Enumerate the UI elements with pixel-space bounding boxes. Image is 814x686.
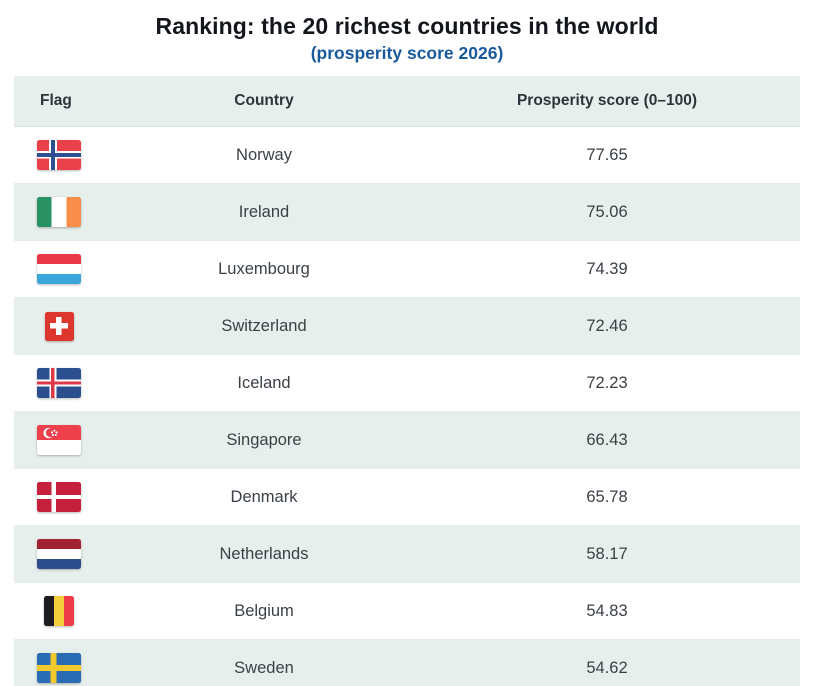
flag-box (37, 425, 81, 455)
singapore-flag-icon (37, 425, 81, 455)
table-row: Denmark 65.78 (14, 468, 800, 526)
flag-cell (14, 297, 114, 355)
flag-box (37, 653, 81, 683)
luxembourg-flag-icon (37, 254, 81, 284)
flag-cell (14, 354, 114, 412)
netherlands-flag-icon (37, 539, 81, 569)
score-cell: 75.06 (414, 183, 800, 241)
score-cell: 54.83 (414, 582, 800, 640)
country-cell: Switzerland (114, 297, 414, 355)
table-row: Iceland 72.23 (14, 354, 800, 412)
country-cell: Belgium (114, 582, 414, 640)
column-header-country: Country (114, 76, 414, 127)
flag-box (37, 311, 81, 341)
score-cell: 72.23 (414, 354, 800, 412)
table-header-row: Flag Country Prosperity score (0–100) (14, 76, 800, 127)
denmark-flag-icon (37, 482, 81, 512)
country-cell: Sweden (114, 639, 414, 686)
ranking-table: Flag Country Prosperity score (0–100) No… (14, 76, 800, 686)
score-cell: 72.46 (414, 297, 800, 355)
flag-cell (14, 639, 114, 686)
flag-box (37, 368, 81, 398)
flag-cell (14, 183, 114, 241)
table-row: Luxembourg 74.39 (14, 240, 800, 298)
score-cell: 66.43 (414, 411, 800, 469)
country-cell: Denmark (114, 468, 414, 526)
table-row: Switzerland 72.46 (14, 297, 800, 355)
flag-box (37, 197, 81, 227)
country-cell: Iceland (114, 354, 414, 412)
flag-box (37, 140, 81, 170)
flag-box (37, 596, 81, 626)
ireland-flag-icon (37, 197, 81, 227)
country-cell: Netherlands (114, 525, 414, 583)
page-title: Ranking: the 20 richest countries in the… (155, 13, 659, 39)
page-subtitle: (prosperity score 2026) (310, 43, 504, 63)
iceland-flag-icon (37, 368, 81, 398)
country-cell: Singapore (114, 411, 414, 469)
switzerland-flag-icon (44, 311, 74, 341)
flag-cell (14, 126, 114, 184)
table-row: Belgium 54.83 (14, 582, 800, 640)
flag-cell (14, 582, 114, 640)
belgium-flag-icon (44, 596, 74, 626)
score-cell: 54.62 (414, 639, 800, 686)
country-cell: Luxembourg (114, 240, 414, 298)
table-row: Ireland 75.06 (14, 183, 800, 241)
table-row: Singapore 66.43 (14, 411, 800, 469)
score-cell: 74.39 (414, 240, 800, 298)
flag-box (37, 539, 81, 569)
table-row: Sweden 54.62 (14, 639, 800, 686)
norway-flag-icon (37, 140, 81, 170)
score-cell: 77.65 (414, 126, 800, 184)
score-cell: 58.17 (414, 525, 800, 583)
column-header-score: Prosperity score (0–100) (414, 76, 800, 127)
flag-cell (14, 468, 114, 526)
table-row: Netherlands 58.17 (14, 525, 800, 583)
flag-cell (14, 240, 114, 298)
flag-cell (14, 525, 114, 583)
country-cell: Ireland (114, 183, 414, 241)
flag-box (37, 254, 81, 284)
country-cell: Norway (114, 126, 414, 184)
table-row: Norway 77.65 (14, 126, 800, 184)
score-cell: 65.78 (414, 468, 800, 526)
flag-box (37, 482, 81, 512)
sweden-flag-icon (37, 653, 81, 683)
flag-cell (14, 411, 114, 469)
column-header-flag: Flag (14, 76, 114, 127)
